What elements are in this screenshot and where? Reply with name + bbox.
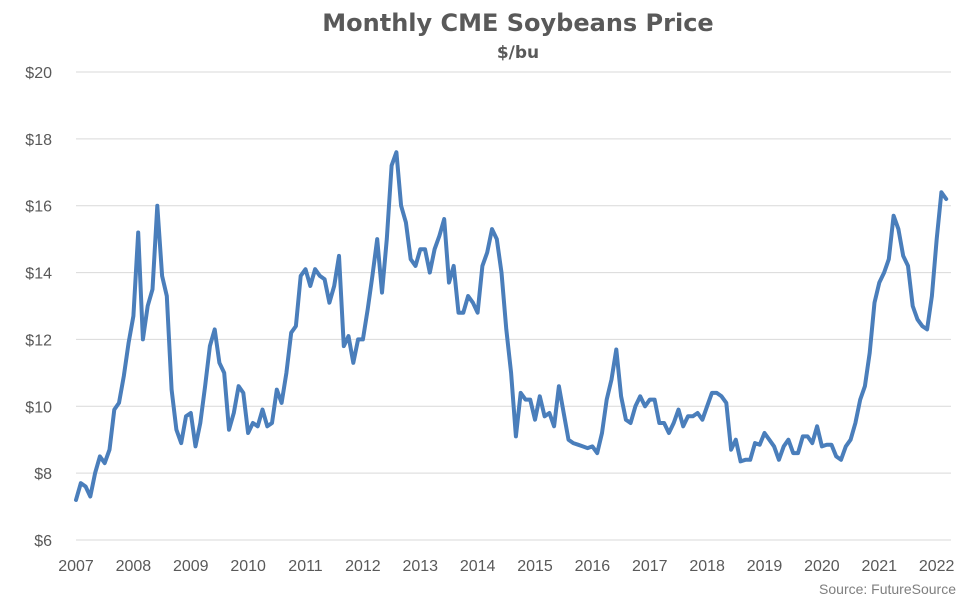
x-tick-label: 2011 xyxy=(288,558,323,575)
y-tick-label: $10 xyxy=(25,399,52,416)
x-tick-label: 2014 xyxy=(460,558,496,575)
x-tick-label: 2016 xyxy=(575,558,611,575)
y-axis-ticks: $6 $8 $10 $12 $14 $16 $18 $20 xyxy=(25,65,52,550)
y-tick-label: $6 xyxy=(34,533,52,550)
x-tick-label: 2018 xyxy=(689,558,725,575)
x-tick-label: 2022 xyxy=(919,558,955,575)
gridlines xyxy=(76,71,951,541)
y-tick-label: $20 xyxy=(25,65,52,82)
x-tick-label: 2012 xyxy=(345,558,381,575)
chart-title: Monthly CME Soybeans Price xyxy=(322,9,713,37)
y-tick-label: $18 xyxy=(25,132,52,149)
source-note: Source: FutureSource xyxy=(819,581,956,597)
x-tick-label: 2008 xyxy=(116,558,152,575)
x-tick-label: 2017 xyxy=(632,558,668,575)
soybeans-price-line xyxy=(74,150,949,502)
y-tick-label: $14 xyxy=(25,266,52,283)
x-tick-label: 2009 xyxy=(173,558,209,575)
x-tick-label: 2007 xyxy=(58,558,94,575)
x-tick-label: 2015 xyxy=(517,558,553,575)
x-tick-label: 2020 xyxy=(804,558,840,575)
x-tick-label: 2021 xyxy=(861,558,897,575)
y-tick-label: $12 xyxy=(25,332,52,349)
x-tick-label: 2019 xyxy=(747,558,783,575)
y-tick-label: $8 xyxy=(34,466,52,483)
chart-subtitle: $/bu xyxy=(497,43,539,63)
x-tick-label: 2013 xyxy=(402,558,438,575)
y-tick-label: $16 xyxy=(25,199,52,216)
x-tick-label: 2010 xyxy=(230,558,266,575)
x-axis-ticks: 2007 2008 2009 2010 2011 2012 2013 2014 2015 2016… xyxy=(58,558,954,575)
